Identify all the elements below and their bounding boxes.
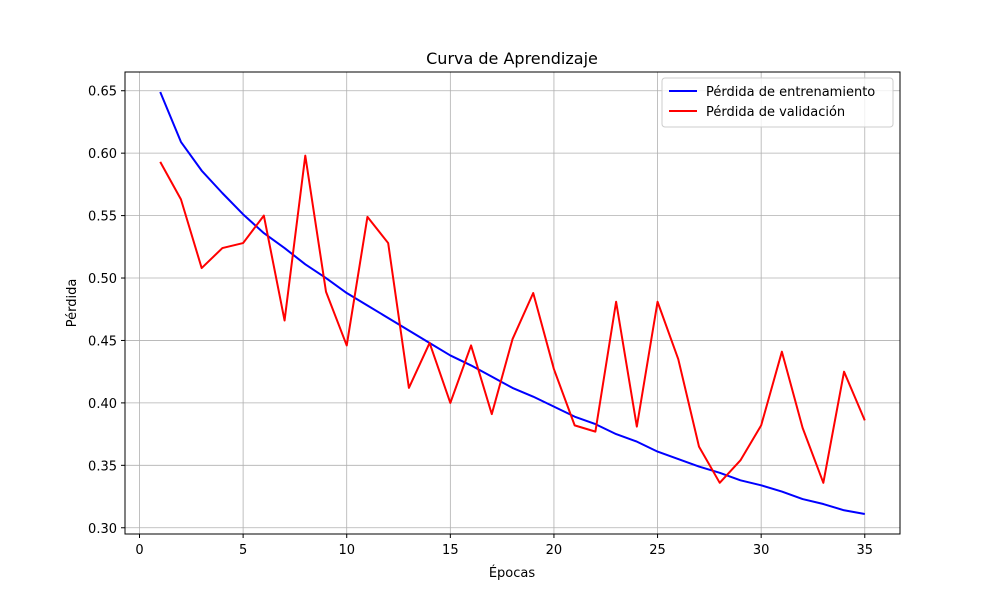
y-tick-label: 0.50 bbox=[88, 272, 117, 287]
chart-title: Curva de Aprendizaje bbox=[426, 49, 598, 68]
training-loss-line bbox=[159, 91, 865, 516]
y-tick-label: 0.35 bbox=[88, 459, 117, 474]
x-tick-label: 0 bbox=[135, 543, 143, 558]
x-axis-label: Épocas bbox=[489, 565, 536, 581]
y-tick-label: 0.55 bbox=[88, 210, 117, 225]
y-axis-label: Pérdida bbox=[65, 279, 80, 328]
y-tick-label: 0.65 bbox=[88, 85, 117, 100]
y-tick-label: 0.60 bbox=[88, 147, 117, 162]
x-tick-label: 10 bbox=[338, 543, 355, 558]
series-lines bbox=[159, 91, 866, 516]
x-tick-label: 15 bbox=[442, 543, 459, 558]
validation-loss-line bbox=[159, 154, 866, 484]
x-axis-ticks: 0 5 10 15 20 25 30 35 bbox=[135, 534, 873, 558]
legend-label-training: Pérdida de entrenamiento bbox=[706, 85, 875, 100]
x-tick-label: 30 bbox=[753, 543, 770, 558]
x-tick-label: 20 bbox=[546, 543, 563, 558]
x-tick-label: 35 bbox=[856, 543, 873, 558]
plot-area-frame bbox=[124, 71, 901, 535]
y-axis-ticks: 0.30 0.35 0.40 0.45 0.50 0.55 0.60 0.65 bbox=[88, 85, 125, 537]
legend-box bbox=[661, 77, 894, 128]
legend: Pérdida de entrenamiento Pérdida de vali… bbox=[661, 77, 894, 128]
y-tick-label: 0.30 bbox=[88, 522, 117, 537]
legend-label-validation: Pérdida de validación bbox=[706, 105, 845, 120]
grid bbox=[125, 72, 900, 534]
y-tick-label: 0.45 bbox=[88, 334, 117, 349]
x-tick-label: 5 bbox=[239, 543, 247, 558]
y-tick-label: 0.40 bbox=[88, 397, 117, 412]
x-tick-label: 25 bbox=[649, 543, 666, 558]
